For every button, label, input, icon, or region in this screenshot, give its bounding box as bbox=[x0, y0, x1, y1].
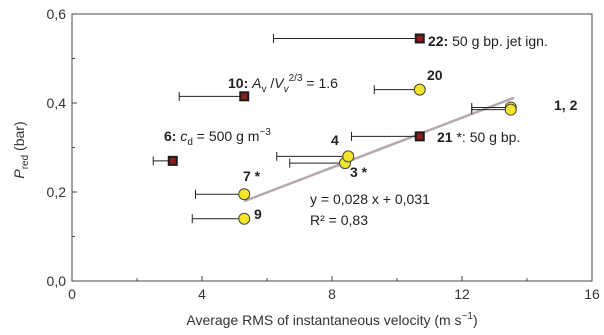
label-10: 10: Av /Vv2/3 = 1.6 bbox=[228, 73, 338, 95]
x-axis-label-sup: −1 bbox=[462, 311, 474, 322]
label-10-sup: 2/3 bbox=[289, 73, 303, 84]
y-tick-label: 0,2 bbox=[47, 184, 67, 200]
point-6-inner bbox=[169, 157, 176, 164]
label-22: 22: 50 g bp. jet ign. bbox=[428, 33, 548, 49]
label-4: 4 bbox=[331, 132, 339, 148]
point-20 bbox=[413, 83, 426, 96]
label-10-A: A bbox=[251, 75, 261, 91]
point-2 bbox=[504, 103, 517, 116]
label-10-sub-v: v bbox=[261, 84, 266, 95]
label-7: 7 * bbox=[243, 168, 261, 184]
fit-line-group bbox=[243, 96, 515, 203]
label-10-end: = 1.6 bbox=[303, 75, 339, 91]
label-21: 21 *: 50 g bp. bbox=[437, 129, 520, 145]
label-10-slash: / bbox=[266, 75, 274, 91]
point-9 bbox=[238, 212, 251, 225]
label-22-num: 22: bbox=[428, 33, 448, 49]
point-7 bbox=[238, 188, 251, 201]
label-22-text: 50 g bp. jet ign. bbox=[448, 33, 548, 49]
x-tick-label: 8 bbox=[328, 286, 336, 302]
label-6-eq: = 500 g m bbox=[193, 128, 260, 144]
y-tick-label: 0,4 bbox=[47, 95, 67, 111]
label-6-num: 6: bbox=[164, 128, 176, 144]
x-axis-label-end: ) bbox=[473, 312, 478, 328]
x-tick-label: 12 bbox=[454, 286, 470, 302]
label-20: 20 bbox=[427, 67, 443, 83]
label-21-num: 21 bbox=[437, 129, 453, 145]
point-21-inner bbox=[416, 133, 423, 140]
point-21 bbox=[414, 131, 425, 142]
label-1-2: 1, 2 bbox=[554, 97, 578, 113]
point-6 bbox=[167, 155, 178, 166]
label-6: 6: cd = 500 g m−3 bbox=[164, 127, 271, 148]
label-6-sup: −3 bbox=[259, 127, 271, 138]
point-10-inner bbox=[241, 93, 248, 100]
data-markers bbox=[167, 33, 517, 225]
y-axis-label: Pred (bar) bbox=[11, 121, 31, 178]
point-4 bbox=[342, 150, 355, 163]
fit-equation: y = 0,028 x + 0,031 bbox=[310, 191, 430, 207]
label-9: 9 bbox=[254, 206, 262, 222]
label-10-num: 10: bbox=[228, 75, 248, 91]
y-tick-label: 0,0 bbox=[47, 273, 67, 289]
x-tick-label: 4 bbox=[198, 286, 206, 302]
label-3: 3 * bbox=[350, 164, 368, 180]
y-axis-label-main: P bbox=[11, 169, 27, 179]
axis-ticks: 0 4 8 12 16 0,0 0,2 0,4 0,6 bbox=[47, 6, 600, 302]
y-axis-label-end: (bar) bbox=[11, 121, 27, 154]
x-tick-label: 0 bbox=[68, 286, 76, 302]
point-22-inner bbox=[416, 35, 423, 42]
fit-line bbox=[243, 96, 515, 203]
label-21-text: *: 50 g bp. bbox=[453, 129, 521, 145]
label-6-sub: d bbox=[187, 137, 193, 148]
fit-r-squared: R² = 0,83 bbox=[310, 212, 368, 228]
error-bars bbox=[152, 33, 511, 224]
point-10 bbox=[239, 91, 250, 102]
label-10-V: V bbox=[274, 75, 285, 91]
label-10-sub-v2: v bbox=[284, 84, 290, 95]
x-axis-label-main: Average RMS of instantaneous velocity (m… bbox=[186, 312, 461, 328]
x-tick-label: 16 bbox=[584, 286, 600, 302]
x-axis-label: Average RMS of instantaneous velocity (m… bbox=[186, 311, 477, 328]
y-axis-label-sub: red bbox=[20, 155, 31, 169]
label-6-c: c bbox=[176, 128, 187, 144]
y-tick-label: 0,6 bbox=[47, 6, 67, 22]
point-22 bbox=[414, 33, 425, 44]
